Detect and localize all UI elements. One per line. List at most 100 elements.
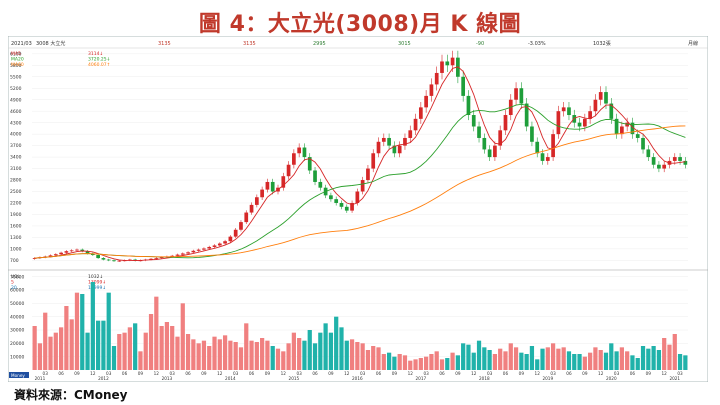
volume-bar — [466, 344, 471, 370]
candle-body — [477, 126, 481, 138]
candle-body — [503, 115, 508, 131]
page-title: 圖 4：大立光(3008)月 K 線圖 — [198, 12, 522, 37]
volume-bar — [450, 352, 455, 370]
candle-body — [545, 157, 550, 161]
candle-body — [635, 134, 640, 138]
volume-bar — [402, 355, 408, 370]
candle-body — [397, 145, 402, 154]
volume-bar — [64, 306, 69, 370]
volume-bar — [212, 336, 217, 370]
candle-body — [376, 141, 381, 154]
candle-body — [318, 181, 323, 188]
volume-bar — [180, 303, 185, 370]
volume-bar — [101, 320, 106, 370]
volume-bar — [577, 354, 582, 370]
volume-bar — [69, 319, 74, 370]
candle-body — [170, 255, 175, 257]
volume-bar — [519, 352, 524, 370]
candle-body — [392, 145, 397, 154]
candle-body — [196, 249, 201, 251]
candle-body — [524, 103, 529, 127]
candle-body — [657, 164, 661, 169]
volume-bar — [318, 332, 323, 370]
x-tick-label: 09 — [138, 371, 144, 376]
volume-bar — [148, 314, 154, 370]
price-tick-label: 4000 — [10, 132, 22, 138]
volume-bar — [233, 342, 238, 370]
candle-body — [577, 122, 582, 127]
volume-bar — [662, 338, 667, 370]
candle-body — [630, 122, 635, 135]
candle-body — [281, 176, 286, 188]
volume-bar — [614, 351, 619, 370]
x-tick-label: 06 — [630, 371, 636, 376]
x-tick-label: 03 — [360, 371, 366, 376]
volume-bar — [90, 282, 95, 370]
year-label: 2017 — [416, 376, 427, 381]
volume-bar — [630, 355, 635, 370]
volume-bar — [656, 350, 662, 370]
volume-bar — [175, 336, 180, 370]
volume-bar — [312, 343, 318, 370]
volume-bar — [201, 340, 207, 370]
candle-body — [366, 168, 370, 181]
candle-body — [651, 157, 656, 165]
volume-bar — [270, 346, 275, 370]
price-tick-label: 1000 — [10, 246, 22, 252]
volume-bar — [323, 323, 328, 370]
candle-body — [360, 180, 365, 192]
candle-body — [582, 118, 587, 127]
candle-body — [249, 204, 254, 213]
price-tick-label: 1600 — [10, 224, 22, 230]
kline-chart: 2021/03 3008 大立光 3135 3135 2995 3015 -90 -3.03%… — [8, 36, 708, 382]
volume-bar — [349, 339, 355, 370]
candle-body — [64, 251, 69, 253]
x-tick-label: 06 — [58, 371, 64, 376]
candle-body — [646, 149, 651, 158]
candle-body — [429, 84, 434, 96]
candle-body — [403, 137, 407, 146]
header-value-5: -3.03% — [528, 41, 546, 47]
x-tick-label: 06 — [376, 371, 382, 376]
volume-bar — [281, 351, 286, 370]
volume-bar — [550, 343, 556, 370]
x-tick-label: 06 — [503, 371, 509, 376]
volume-bar — [222, 335, 228, 370]
candle-body — [175, 254, 180, 256]
candle-body — [313, 170, 317, 182]
candle-body — [75, 249, 79, 251]
volume-bar — [582, 356, 587, 370]
volume-bar — [106, 292, 111, 370]
candle-body — [233, 229, 238, 237]
price-legend-name: MA5 — [11, 51, 21, 57]
candle-body — [80, 249, 85, 252]
volume-bar — [397, 354, 402, 370]
volume-bar — [37, 343, 43, 370]
volume-bar — [43, 312, 48, 370]
volume-bar — [545, 347, 550, 370]
candle-body — [440, 61, 444, 73]
volume-bar — [635, 358, 640, 370]
volume-bar — [32, 326, 37, 370]
x-tick-label: 09 — [328, 371, 334, 376]
candle-body — [498, 130, 503, 146]
candle-body — [53, 254, 58, 256]
candle-body — [487, 149, 492, 158]
volume-bar — [381, 354, 386, 370]
volume-bar — [476, 340, 482, 370]
volume-bar — [371, 346, 376, 370]
candle-body — [339, 202, 344, 207]
volume-bar — [154, 296, 159, 370]
volume-bar — [254, 342, 259, 370]
header-stock: 3008 大立光 — [36, 40, 65, 47]
candle-body — [180, 253, 185, 255]
year-label: 2019 — [542, 376, 553, 381]
x-tick-label: 03 — [296, 371, 302, 376]
candle-body — [207, 246, 212, 249]
candle-body — [519, 88, 524, 104]
volume-bar — [482, 347, 487, 370]
header-value-3: 3015 — [398, 41, 411, 47]
x-tick-label: 03 — [550, 371, 556, 376]
volume-bar — [646, 348, 651, 370]
volume-bar — [127, 327, 132, 370]
